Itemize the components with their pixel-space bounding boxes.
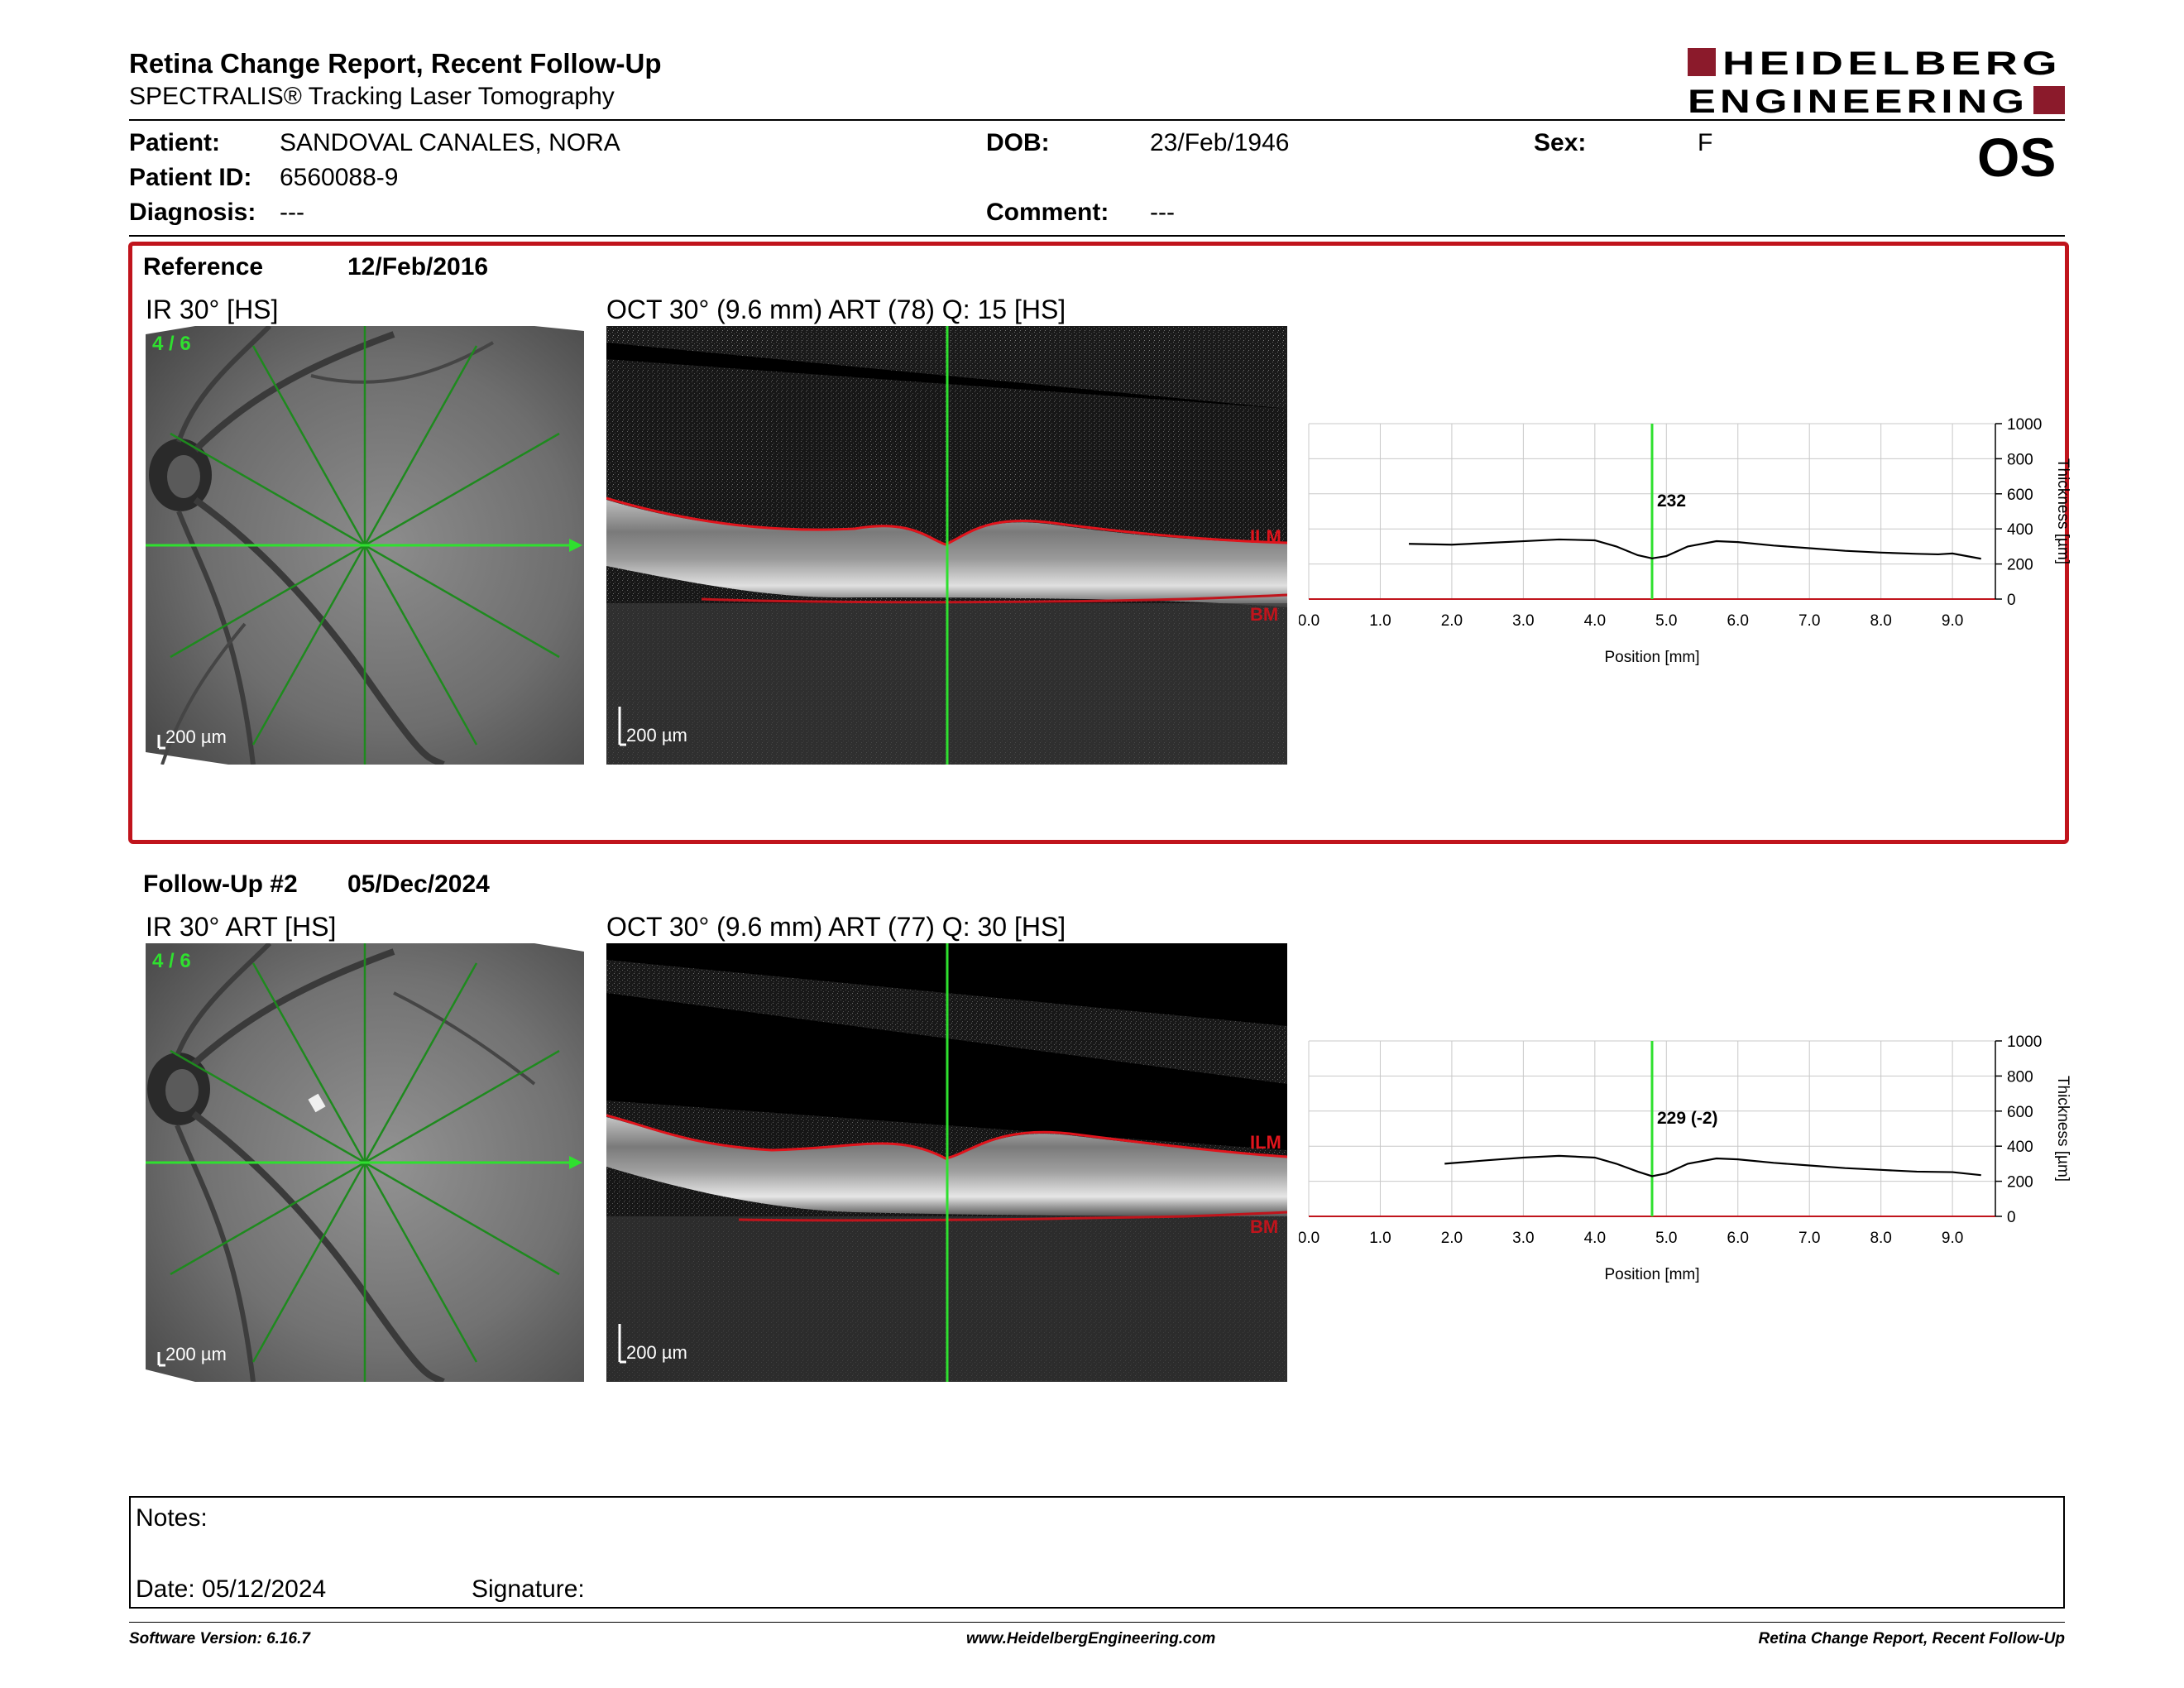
reference-thickness-chart-svg: 0 200 400 600 800 1000 0.0 1.0 2.0 3.0 4.0 5.0 6.0 7.… bbox=[1298, 416, 2071, 666]
y-tick-label: 800 bbox=[2007, 451, 2033, 468]
x-tick-label: 0.0 bbox=[1299, 612, 1320, 630]
x-tick-label: 9.0 bbox=[1942, 612, 1963, 630]
patient-id-label: Patient ID: bbox=[129, 164, 252, 191]
reference-oct-bscan-image[interactable]: ILM BM 200 µm bbox=[606, 326, 1287, 765]
dob-value: 23/Feb/1946 bbox=[1150, 129, 1290, 156]
dob-label: DOB: bbox=[986, 129, 1050, 156]
x-tick-label: 7.0 bbox=[1798, 612, 1820, 630]
cursor-value-label: 232 bbox=[1657, 492, 1686, 511]
x-tick-label: 6.0 bbox=[1727, 1230, 1749, 1247]
x-tick-label: 7.0 bbox=[1798, 1230, 1820, 1247]
followup-label: Follow-Up #2 bbox=[143, 870, 298, 898]
followup-ir-title: IR 30° ART [HS] bbox=[146, 912, 337, 942]
reference-bm-label: BM bbox=[1250, 604, 1279, 625]
reference-thickness-chart: 0 200 400 600 800 1000 0.0 1.0 2.0 3.0 4.0 5.0 6.0 7.… bbox=[1298, 414, 2085, 679]
followup-ir-fundus-image[interactable]: 4 / 6 200 µm bbox=[146, 943, 584, 1382]
notes-date: Date: 05/12/2024 bbox=[136, 1575, 327, 1603]
footer-report-name: Retina Change Report, Recent Follow-Up bbox=[1758, 1630, 2065, 1647]
notes-box[interactable]: Notes: Date: 05/12/2024 Signature: bbox=[129, 1496, 2065, 1609]
logo-text-1: HEIDELBERG bbox=[1722, 46, 2062, 82]
report-subtitle: SPECTRALIS® Tracking Laser Tomography bbox=[129, 83, 615, 110]
x-tick-label: 4.0 bbox=[1584, 1230, 1606, 1247]
reference-oct-scale: 200 µm bbox=[626, 725, 687, 746]
x-tick-label: 0.0 bbox=[1299, 1230, 1320, 1247]
followup-ir-scale: 200 µm bbox=[165, 1344, 227, 1364]
x-tick-label: 6.0 bbox=[1727, 612, 1749, 630]
x-tick-label: 5.0 bbox=[1655, 612, 1677, 630]
followup-bm-label: BM bbox=[1250, 1216, 1279, 1237]
followup-oct-scale: 200 µm bbox=[626, 1342, 687, 1363]
reference-ilm-label: ILM bbox=[1250, 526, 1281, 547]
thickness-series-line bbox=[1409, 538, 1981, 560]
heidelberg-logo: HEIDELBERG ENGINEERING bbox=[1688, 46, 2065, 120]
x-tick-label: 5.0 bbox=[1655, 1230, 1677, 1247]
y-tick-label: 0 bbox=[2007, 1209, 2016, 1226]
y-axis-label: Thickness [µm] bbox=[2054, 458, 2071, 564]
followup-date: 05/Dec/2024 bbox=[347, 870, 490, 898]
y-tick-label: 200 bbox=[2007, 1174, 2033, 1192]
x-tick-label: 8.0 bbox=[1870, 1230, 1891, 1247]
followup-ir-counter: 4 / 6 bbox=[152, 950, 191, 972]
thickness-series-line bbox=[1444, 1154, 1981, 1177]
report-title: Retina Change Report, Recent Follow-Up bbox=[129, 48, 662, 79]
y-tick-label: 800 bbox=[2007, 1068, 2033, 1086]
followup-oct-bscan-image[interactable]: ILM BM 200 µm bbox=[606, 943, 1287, 1382]
reference-label: Reference bbox=[143, 253, 264, 281]
eye-indicator: OS bbox=[1977, 127, 2057, 188]
comment-value: --- bbox=[1150, 199, 1175, 226]
x-tick-label: 3.0 bbox=[1512, 612, 1534, 630]
y-tick-label: 600 bbox=[2007, 487, 2033, 504]
patient-name: SANDOVAL CANALES, NORA bbox=[280, 129, 620, 156]
followup-thickness-chart-svg: 0 200 400 600 800 1000 0.0 1.0 2.0 3.0 4.0 5.0 6.0 7.… bbox=[1298, 1033, 2071, 1283]
y-tick-label: 600 bbox=[2007, 1104, 2033, 1121]
y-tick-label: 400 bbox=[2007, 1139, 2033, 1156]
y-tick-label: 1000 bbox=[2007, 416, 2042, 434]
y-tick-label: 0 bbox=[2007, 592, 2016, 609]
reference-ir-title: IR 30° [HS] bbox=[146, 295, 279, 324]
comment-label: Comment: bbox=[986, 199, 1109, 226]
reference-oct-title: OCT 30° (9.6 mm) ART (78) Q: 15 [HS] bbox=[606, 295, 1066, 324]
followup-thickness-chart: 0 200 400 600 800 1000 0.0 1.0 2.0 3.0 4.0 5.0 6.0 7.… bbox=[1298, 1031, 2085, 1296]
x-tick-label: 3.0 bbox=[1512, 1230, 1534, 1247]
y-tick-label: 1000 bbox=[2007, 1033, 2042, 1051]
y-axis-label: Thickness [µm] bbox=[2054, 1076, 2071, 1182]
followup-oct-title: OCT 30° (9.6 mm) ART (77) Q: 30 [HS] bbox=[606, 912, 1066, 942]
cursor-value-label: 229 (-2) bbox=[1657, 1109, 1718, 1128]
footer-website: www.HeidelbergEngineering.com bbox=[966, 1630, 1216, 1647]
reference-date: 12/Feb/2016 bbox=[347, 253, 489, 281]
x-tick-label: 4.0 bbox=[1584, 612, 1606, 630]
logo-text-2: ENGINEERING bbox=[1688, 84, 2028, 117]
reference-ir-scale: 200 µm bbox=[165, 727, 227, 747]
x-tick-label: 2.0 bbox=[1441, 1230, 1463, 1247]
y-tick-label: 400 bbox=[2007, 521, 2033, 539]
x-tick-label: 9.0 bbox=[1942, 1230, 1963, 1247]
footer-software-version: Software Version: 6.16.7 bbox=[129, 1630, 310, 1647]
notes-label: Notes: bbox=[136, 1504, 208, 1532]
x-axis-label: Position [mm] bbox=[1604, 1266, 1699, 1283]
reference-highlight-box bbox=[128, 242, 2069, 844]
sex-value: F bbox=[1698, 129, 1713, 156]
x-tick-label: 1.0 bbox=[1369, 612, 1391, 630]
x-tick-label: 2.0 bbox=[1441, 612, 1463, 630]
x-tick-label: 1.0 bbox=[1369, 1230, 1391, 1247]
diagnosis-value: --- bbox=[280, 199, 304, 226]
signature-label: Signature: bbox=[472, 1575, 585, 1603]
x-axis-label: Position [mm] bbox=[1604, 649, 1699, 666]
x-tick-label: 8.0 bbox=[1870, 612, 1891, 630]
reference-ir-fundus-image[interactable]: 4 / 6 200 µm bbox=[146, 326, 584, 765]
patient-id: 6560088-9 bbox=[280, 164, 399, 191]
followup-ilm-label: ILM bbox=[1250, 1132, 1281, 1153]
reference-ir-counter: 4 / 6 bbox=[152, 333, 191, 355]
diagnosis-label: Diagnosis: bbox=[129, 199, 256, 226]
y-tick-label: 200 bbox=[2007, 557, 2033, 574]
patient-label: Patient: bbox=[129, 129, 221, 156]
sex-label: Sex: bbox=[1534, 129, 1587, 156]
